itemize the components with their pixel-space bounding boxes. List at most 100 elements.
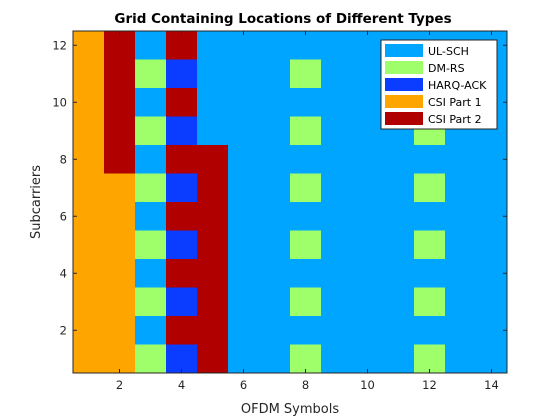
cell-ulsch-sym11-sc7 xyxy=(383,173,415,203)
cell-ulsch-sym10-sc7 xyxy=(352,173,384,203)
cell-ulsch-sym10-sc4 xyxy=(352,259,384,288)
cell-ulsch-sym12-sc2 xyxy=(414,316,446,345)
x-tick-label: 6 xyxy=(240,378,247,392)
cell-csi2-sym5-sc7 xyxy=(197,173,229,203)
cell-ulsch-sym9-sc2 xyxy=(321,316,353,345)
cell-ulsch-sym7-sc2 xyxy=(259,316,291,345)
cell-csi1-sym1-sc12 xyxy=(73,31,105,60)
y-tick-label: 4 xyxy=(60,266,67,280)
cell-csi1-sym1-sc2 xyxy=(73,316,105,345)
cell-dmrs-sym8-sc1 xyxy=(290,344,322,374)
cell-ulsch-sym10-sc6 xyxy=(352,202,384,231)
cell-dmrs-sym8-sc11 xyxy=(290,59,322,89)
cell-ulsch-sym9-sc10 xyxy=(321,88,353,117)
cell-csi1-sym2-sc7 xyxy=(104,173,136,203)
cell-ulsch-sym7-sc12 xyxy=(259,31,291,60)
cell-dmrs-sym3-sc5 xyxy=(135,230,167,260)
cell-csi2-sym4-sc6 xyxy=(166,202,198,231)
cell-ulsch-sym14-sc8 xyxy=(476,145,508,174)
cell-csi1-sym2-sc4 xyxy=(104,259,136,288)
cell-ulsch-sym8-sc10 xyxy=(290,88,322,117)
cell-dmrs-sym12-sc7 xyxy=(414,173,446,203)
cell-ulsch-sym9-sc4 xyxy=(321,259,353,288)
legend-swatch-dmrs xyxy=(385,61,423,74)
cell-csi1-sym2-sc2 xyxy=(104,316,136,345)
cell-ulsch-sym5-sc9 xyxy=(197,116,229,146)
cell-dmrs-sym8-sc9 xyxy=(290,116,322,146)
cell-ulsch-sym8-sc6 xyxy=(290,202,322,231)
cell-ulsch-sym3-sc4 xyxy=(135,259,167,288)
cell-csi2-sym4-sc4 xyxy=(166,259,198,288)
x-tick-label: 2 xyxy=(116,378,123,392)
y-tick-label: 6 xyxy=(60,209,67,223)
y-axis-label: Subcarriers xyxy=(29,165,44,239)
cell-ulsch-sym9-sc8 xyxy=(321,145,353,174)
cell-csi2-sym4-sc10 xyxy=(166,88,198,117)
cell-ulsch-sym11-sc2 xyxy=(383,316,415,345)
cell-ulsch-sym7-sc8 xyxy=(259,145,291,174)
cell-ulsch-sym9-sc9 xyxy=(321,116,353,146)
cell-ulsch-sym11-sc5 xyxy=(383,230,415,260)
cell-ulsch-sym7-sc10 xyxy=(259,88,291,117)
cell-ulsch-sym10-sc2 xyxy=(352,316,384,345)
cell-ulsch-sym10-sc11 xyxy=(352,59,384,89)
cell-csi2-sym5-sc2 xyxy=(197,316,229,345)
cell-csi2-sym4-sc12 xyxy=(166,31,198,60)
y-tick-label: 10 xyxy=(52,95,67,109)
cell-ulsch-sym8-sc2 xyxy=(290,316,322,345)
cell-grid xyxy=(73,31,508,374)
cell-ulsch-sym6-sc9 xyxy=(228,116,260,146)
legend-swatch-csi2 xyxy=(385,112,423,125)
cell-csi2-sym5-sc1 xyxy=(197,344,229,374)
cell-ulsch-sym9-sc6 xyxy=(321,202,353,231)
cell-csi2-sym2-sc12 xyxy=(104,31,136,60)
cell-ulsch-sym10-sc12 xyxy=(352,31,384,60)
cell-ulsch-sym3-sc2 xyxy=(135,316,167,345)
cell-dmrs-sym8-sc3 xyxy=(290,287,322,317)
cell-ulsch-sym7-sc1 xyxy=(259,344,291,374)
x-tick-label: 14 xyxy=(484,378,499,392)
cell-ulsch-sym9-sc7 xyxy=(321,173,353,203)
cell-ulsch-sym6-sc5 xyxy=(228,230,260,260)
y-tick-label: 2 xyxy=(60,323,67,337)
cell-csi1-sym1-sc9 xyxy=(73,116,105,146)
cell-ulsch-sym7-sc5 xyxy=(259,230,291,260)
cell-csi1-sym2-sc5 xyxy=(104,230,136,260)
legend-label-csi2: CSI Part 2 xyxy=(428,113,482,126)
cell-ulsch-sym11-sc6 xyxy=(383,202,415,231)
cell-ulsch-sym14-sc3 xyxy=(476,287,508,317)
cell-ulsch-sym3-sc8 xyxy=(135,145,167,174)
cell-ulsch-sym9-sc3 xyxy=(321,287,353,317)
cell-ulsch-sym3-sc6 xyxy=(135,202,167,231)
cell-ulsch-sym13-sc1 xyxy=(445,344,477,374)
cell-ulsch-sym14-sc1 xyxy=(476,344,508,374)
cell-csi1-sym1-sc6 xyxy=(73,202,105,231)
legend-label-csi1: CSI Part 1 xyxy=(428,96,482,109)
cell-ulsch-sym6-sc4 xyxy=(228,259,260,288)
cell-ulsch-sym7-sc3 xyxy=(259,287,291,317)
cell-ulsch-sym7-sc4 xyxy=(259,259,291,288)
cell-ulsch-sym11-sc1 xyxy=(383,344,415,374)
cell-csi2-sym5-sc3 xyxy=(197,287,229,317)
cell-ulsch-sym7-sc11 xyxy=(259,59,291,89)
cell-ulsch-sym5-sc12 xyxy=(197,31,229,60)
cell-csi1-sym1-sc10 xyxy=(73,88,105,117)
cell-ulsch-sym6-sc2 xyxy=(228,316,260,345)
cell-ulsch-sym7-sc9 xyxy=(259,116,291,146)
cell-ulsch-sym3-sc10 xyxy=(135,88,167,117)
cell-csi1-sym2-sc3 xyxy=(104,287,136,317)
cell-harq-sym4-sc9 xyxy=(166,116,198,146)
cell-dmrs-sym8-sc5 xyxy=(290,230,322,260)
cell-ulsch-sym13-sc8 xyxy=(445,145,477,174)
legend-label-dmrs: DM-RS xyxy=(428,62,465,75)
cell-ulsch-sym11-sc3 xyxy=(383,287,415,317)
cell-ulsch-sym13-sc3 xyxy=(445,287,477,317)
cell-ulsch-sym8-sc8 xyxy=(290,145,322,174)
cell-csi1-sym2-sc6 xyxy=(104,202,136,231)
x-tick-label: 8 xyxy=(302,378,309,392)
x-tick-label: 10 xyxy=(360,378,375,392)
legend-label-ulsch: UL-SCH xyxy=(428,45,469,58)
cell-dmrs-sym3-sc3 xyxy=(135,287,167,317)
x-tick-label: 4 xyxy=(178,378,185,392)
cell-csi2-sym5-sc6 xyxy=(197,202,229,231)
